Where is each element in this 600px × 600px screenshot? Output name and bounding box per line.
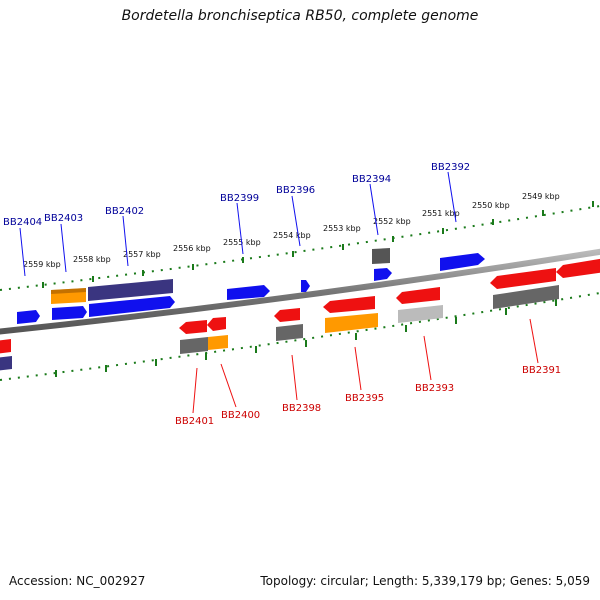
- genome-backbone: [0, 248, 600, 335]
- gene-arrow[interactable]: [180, 337, 208, 354]
- gene-label-bb2398[interactable]: BB2398: [282, 403, 321, 414]
- gene-arrow[interactable]: [89, 296, 175, 317]
- gene-label-bb2404[interactable]: BB2404: [3, 217, 42, 228]
- gene-label-bb2396[interactable]: BB2396: [276, 185, 315, 196]
- gene-label-bb2392[interactable]: BB2392: [431, 162, 470, 173]
- kbp-label-2552: 2552 kbp: [373, 217, 411, 226]
- gene-arrow[interactable]: [207, 317, 226, 331]
- kbp-label-2551: 2551 kbp: [422, 209, 460, 218]
- gene-arrow[interactable]: [323, 296, 375, 313]
- gene-arrow[interactable]: [440, 253, 485, 271]
- gene-label-bb2400[interactable]: BB2400: [221, 410, 260, 421]
- gene-arrow[interactable]: [301, 280, 310, 292]
- upper-major-ticks: [42, 201, 594, 288]
- topology-footer: Topology: circular; Length: 5,339,179 bp…: [260, 574, 590, 588]
- kbp-label-2549: 2549 kbp: [522, 192, 560, 201]
- forward-leaders: [19, 171, 457, 277]
- gene-label-bb2395[interactable]: BB2395: [345, 393, 384, 404]
- gene-label-bb2399[interactable]: BB2399: [220, 193, 259, 204]
- gene-label-bb2403[interactable]: BB2403: [44, 213, 83, 224]
- map-title: Bordetella bronchiseptica RB50, complete…: [121, 8, 479, 24]
- gene-arrow[interactable]: [52, 306, 87, 320]
- gene-arrow[interactable]: [17, 310, 40, 324]
- accession-footer: Accession: NC_002927: [9, 574, 146, 588]
- gene-arrow[interactable]: [227, 285, 270, 300]
- kbp-label-2558: 2558 kbp: [73, 255, 111, 264]
- gene-arrow[interactable]: [208, 335, 228, 350]
- gene-arrow[interactable]: [88, 279, 173, 301]
- kbp-label-2559: 2559 kbp: [23, 260, 61, 269]
- gene-arrow[interactable]: [276, 324, 303, 341]
- gene-label-bb2402[interactable]: BB2402: [105, 206, 144, 217]
- reverse-genes: [0, 258, 600, 371]
- gene-arrow[interactable]: [51, 288, 86, 294]
- gene-arrow[interactable]: [0, 356, 12, 371]
- lower-major-ticks: [55, 299, 557, 377]
- kbp-label-2557: 2557 kbp: [123, 250, 161, 259]
- kbp-label-2550: 2550 kbp: [472, 201, 510, 210]
- gene-arrow[interactable]: [493, 285, 559, 309]
- kbp-label-2554: 2554 kbp: [273, 231, 311, 240]
- gene-arrow[interactable]: [274, 308, 300, 322]
- gene-arrow[interactable]: [179, 320, 207, 334]
- gene-arrow[interactable]: [0, 339, 11, 354]
- gene-label-bb2401[interactable]: BB2401: [175, 416, 214, 427]
- gene-arrow[interactable]: [556, 258, 600, 278]
- reverse-leaders: [192, 318, 539, 414]
- gene-arrow[interactable]: [398, 305, 443, 323]
- kbp-label-2553: 2553 kbp: [323, 224, 361, 233]
- gene-label-bb2393[interactable]: BB2393: [415, 383, 454, 394]
- gene-label-bb2394[interactable]: BB2394: [352, 174, 391, 185]
- gene-arrow[interactable]: [396, 287, 440, 304]
- gene-arrow[interactable]: [490, 268, 556, 289]
- gene-arrow[interactable]: [374, 268, 392, 281]
- kbp-label-2556: 2556 kbp: [173, 244, 211, 253]
- forward-genes: [0, 248, 485, 354]
- gene-arrow[interactable]: [372, 248, 390, 264]
- gene-label-bb2391[interactable]: BB2391: [522, 365, 561, 376]
- gene-arrow[interactable]: [325, 313, 378, 333]
